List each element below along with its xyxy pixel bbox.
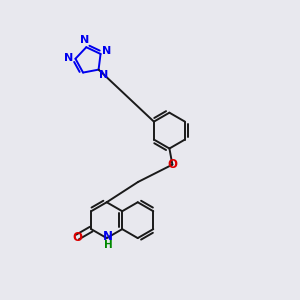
Text: N: N bbox=[102, 46, 112, 56]
Text: N: N bbox=[64, 53, 73, 63]
Text: N: N bbox=[99, 70, 108, 80]
Text: O: O bbox=[167, 158, 177, 171]
Text: N: N bbox=[103, 230, 113, 243]
Text: H: H bbox=[103, 240, 112, 250]
Text: O: O bbox=[73, 230, 82, 244]
Text: N: N bbox=[80, 35, 90, 45]
